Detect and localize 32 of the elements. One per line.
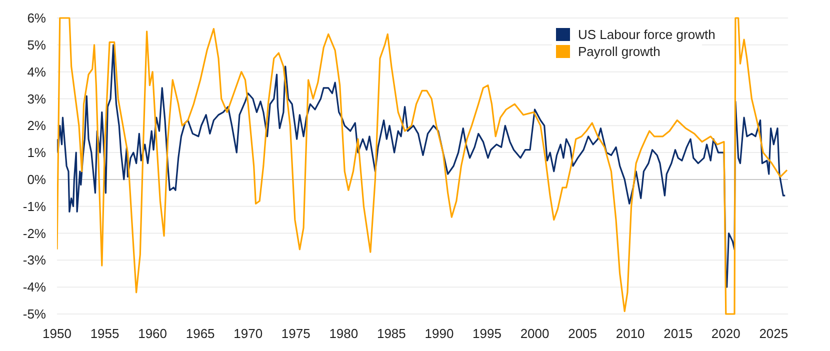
x-tick-label: 1965 (186, 326, 215, 341)
x-tick-label: 2000 (520, 326, 550, 341)
y-tick-label: 4% (27, 64, 46, 80)
y-tick-label: 1% (27, 145, 46, 160)
x-tick-label: 2010 (616, 326, 645, 341)
y-tick-label: 2% (27, 118, 46, 134)
x-tick-label: 2025 (759, 326, 788, 341)
y-tick-label: 3% (27, 91, 46, 106)
x-tick-label: 1975 (281, 326, 310, 341)
line-series (57, 17, 788, 315)
x-tick-label: 1995 (472, 326, 502, 341)
legend-label: US Labour force growth (578, 27, 716, 42)
y-tick-label: 0% (27, 172, 46, 188)
legend-label: Payroll growth (578, 44, 660, 59)
line-series (57, 44, 786, 288)
x-tick-label: 1960 (138, 326, 168, 341)
x-tick-label: 1990 (424, 326, 454, 341)
x-tick-label: 2015 (664, 326, 693, 341)
y-tick-label: -1% (22, 198, 46, 214)
x-tick-label: 1970 (234, 326, 263, 341)
x-tick-label: 2005 (568, 326, 598, 341)
y-tick-label: -4% (22, 280, 46, 295)
y-tick-label: -3% (22, 252, 46, 268)
y-tick-label: 5% (27, 37, 46, 52)
y-tick-label: 6% (27, 10, 46, 26)
x-tick-label: 1950 (42, 326, 72, 341)
y-tick-label: -5% (22, 306, 46, 322)
x-tick-label: 2020 (711, 326, 740, 341)
x-tick-label: 1955 (90, 326, 120, 341)
x-tick-label: 1985 (376, 326, 406, 341)
y-tick-label: -2% (22, 226, 46, 241)
x-tick-label: 1980 (329, 326, 358, 341)
